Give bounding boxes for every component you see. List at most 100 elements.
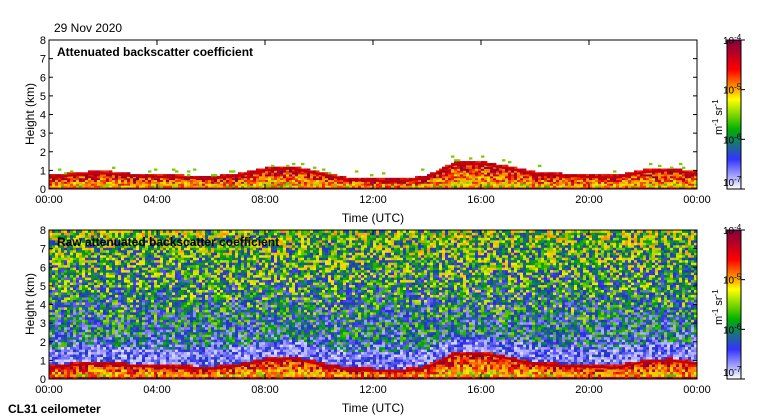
heatmap-cell [178, 302, 182, 305]
heatmap-cell [487, 185, 491, 188]
heatmap-cell [439, 187, 443, 189]
heatmap-cell [175, 237, 179, 241]
heatmap-cell [187, 369, 191, 372]
heatmap-cell [364, 181, 368, 184]
heatmap-cell [64, 277, 68, 281]
heatmap-cell [352, 185, 356, 188]
heatmap-cell [115, 247, 119, 251]
heatmap-cell [172, 304, 176, 308]
heatmap-cell [109, 376, 113, 379]
heatmap-cell [175, 274, 179, 278]
heatmap-cell [643, 175, 647, 179]
heatmap-cell [151, 174, 155, 177]
heatmap-cell [61, 344, 65, 348]
heatmap-cell [448, 174, 452, 177]
heatmap-cell [82, 257, 86, 261]
heatmap-cell [148, 314, 152, 318]
heatmap-cell [154, 247, 158, 251]
heatmap-cell [187, 361, 191, 365]
heatmap-cell [115, 349, 119, 353]
heatmap-cell [79, 249, 83, 253]
heatmap-cell [118, 289, 122, 293]
heatmap-cell [154, 287, 158, 290]
heatmap-cell [82, 259, 86, 263]
heatmap-cell [397, 183, 401, 186]
heatmap-cell [112, 274, 116, 278]
heatmap-cell [127, 181, 131, 184]
heatmap-cell [463, 185, 467, 188]
heatmap-cell [592, 177, 596, 181]
heatmap-cell [178, 264, 182, 268]
heatmap-cell [172, 356, 176, 360]
heatmap-cell [205, 185, 209, 188]
heatmap-cell [157, 183, 161, 186]
heatmap-cell [469, 157, 473, 160]
heatmap-cell [679, 187, 683, 189]
heatmap-cell [154, 376, 158, 379]
heatmap-cell [370, 174, 374, 177]
heatmap-cell [580, 181, 584, 184]
heatmap-cell [463, 175, 467, 179]
heatmap-cell [130, 252, 134, 256]
y-tick-label: 5 [40, 91, 46, 103]
heatmap-cell [382, 185, 386, 188]
heatmap-cell [127, 366, 131, 370]
heatmap-cell [79, 274, 83, 278]
heatmap-cell [271, 187, 275, 189]
heatmap-cell [70, 311, 74, 315]
heatmap-cell [88, 366, 92, 370]
heatmap-cell [136, 232, 140, 236]
heatmap-cell [133, 339, 137, 343]
heatmap-cell [169, 351, 173, 355]
heatmap-cell [163, 179, 167, 182]
heatmap-cell [517, 185, 521, 188]
heatmap-cell [322, 179, 326, 182]
heatmap-cell [94, 356, 98, 360]
heatmap-cell [67, 314, 71, 318]
heatmap-cell [157, 331, 161, 335]
heatmap-cell [97, 294, 101, 298]
heatmap-cell [157, 279, 161, 283]
heatmap-cell [187, 321, 191, 325]
heatmap-cell [118, 374, 122, 377]
heatmap-cell [508, 187, 512, 189]
heatmap-cell [169, 183, 173, 186]
heatmap-cell [58, 264, 62, 268]
heatmap-cell [634, 187, 638, 189]
heatmap-cell [133, 319, 137, 323]
heatmap-cell [166, 306, 170, 310]
heatmap-cell [178, 339, 182, 343]
heatmap-cell [181, 282, 185, 286]
heatmap-cell [52, 324, 56, 328]
heatmap-cell [64, 269, 68, 273]
x-tick-label: 12:00 [359, 194, 387, 206]
heatmap-cell [685, 174, 689, 177]
heatmap-cell [172, 267, 176, 271]
heatmap-cell [205, 179, 209, 182]
heatmap-cell [136, 366, 140, 370]
heatmap-cell [160, 311, 164, 315]
heatmap-cell [49, 306, 53, 310]
heatmap-cell [169, 292, 173, 295]
heatmap-cell [424, 185, 428, 188]
heatmap-cell [91, 349, 95, 353]
heatmap-cell [175, 234, 179, 238]
heatmap-cell [184, 284, 188, 288]
heatmap-cell [538, 183, 542, 186]
heatmap-cell [73, 334, 77, 338]
heatmap-cell [178, 351, 182, 355]
heatmap-cell [127, 185, 131, 188]
heatmap-cell [151, 294, 155, 298]
heatmap-cell [91, 269, 95, 273]
heatmap-cell [163, 361, 167, 365]
heatmap-cell [64, 339, 68, 343]
heatmap-cell [70, 346, 74, 350]
heatmap-cell [457, 159, 461, 162]
heatmap-cell [61, 234, 65, 238]
heatmap-cell [169, 289, 173, 293]
heatmap-cell [172, 351, 176, 355]
heatmap-cell [130, 331, 134, 335]
heatmap-cell [82, 252, 86, 256]
heatmap-cell [88, 247, 92, 251]
heatmap-cell [115, 237, 119, 241]
